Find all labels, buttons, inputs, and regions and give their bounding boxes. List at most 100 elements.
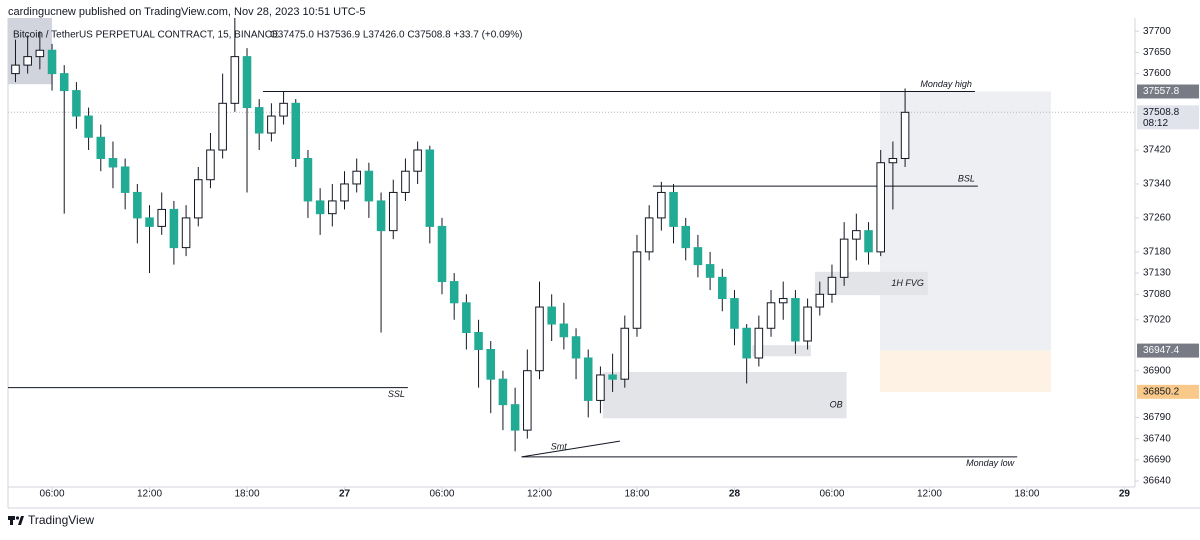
candle-body xyxy=(620,327,630,380)
candle-body xyxy=(669,191,678,227)
candle-body xyxy=(718,276,727,300)
ohlc-legend: O37475.0 H37536.9 L37426.0 C37508.8 +33.… xyxy=(270,30,522,41)
zone xyxy=(879,350,1051,392)
level-label: SSL xyxy=(388,389,405,399)
y-tick-label: 37650 xyxy=(1143,47,1171,58)
candle-body xyxy=(291,102,301,159)
candle-body xyxy=(535,306,544,372)
candle-body xyxy=(84,115,93,138)
candle-body xyxy=(693,247,703,266)
price-label-bg xyxy=(1137,84,1199,99)
price-label-bg xyxy=(1137,384,1199,399)
price-label: 37508.8 xyxy=(1143,107,1180,118)
candle-body xyxy=(486,348,496,380)
price-label: 36850.2 xyxy=(1143,386,1180,397)
candle-body xyxy=(657,191,666,219)
x-tick-label: 27 xyxy=(339,489,351,500)
candle-body xyxy=(583,357,593,401)
candle-body xyxy=(254,107,264,134)
y-tick-label: 36690 xyxy=(1143,454,1171,465)
candle-body xyxy=(230,56,240,104)
candle-body xyxy=(705,264,715,278)
candle-body xyxy=(462,302,471,334)
candle-body xyxy=(791,298,800,342)
zone xyxy=(752,345,811,357)
zone xyxy=(602,371,847,419)
zone-label: 1H FVG xyxy=(891,278,924,288)
candle-body xyxy=(839,238,849,278)
candle-body xyxy=(474,332,483,350)
candle-body xyxy=(96,136,106,159)
trend-label: Smt xyxy=(551,441,568,451)
candle-body xyxy=(120,166,130,193)
candle-body xyxy=(815,293,825,308)
candle-body xyxy=(559,323,569,338)
countdown: 08:12 xyxy=(1143,118,1168,129)
candle-body xyxy=(413,149,422,172)
candle-body xyxy=(803,306,812,342)
candle-body xyxy=(206,149,215,181)
candle-body xyxy=(681,225,691,249)
candle-body xyxy=(133,191,142,219)
price-label-bg xyxy=(1137,343,1199,358)
candle-body xyxy=(523,370,532,431)
x-tick-label: 06:00 xyxy=(819,489,844,500)
y-tick-label: 36900 xyxy=(1143,365,1171,376)
candle-body xyxy=(864,230,873,253)
candle-body xyxy=(852,230,861,240)
tv-logo xyxy=(8,516,24,525)
candle-body xyxy=(730,298,739,329)
candle-body xyxy=(11,64,20,75)
candle-body xyxy=(376,200,386,232)
x-tick-label: 06:00 xyxy=(429,489,454,500)
candle-body xyxy=(437,225,447,283)
candle-body xyxy=(157,208,166,227)
y-tick-label: 37600 xyxy=(1143,68,1171,79)
chart-title: Bitcoin / TetherUS PERPETUAL CONTRACT, 1… xyxy=(13,30,279,41)
footer-brand: TradingView xyxy=(28,513,94,527)
candle-body xyxy=(364,170,374,202)
candle-body xyxy=(888,157,898,164)
candle-body xyxy=(596,374,605,401)
x-tick-label: 29 xyxy=(1119,489,1131,500)
candle-body xyxy=(72,90,81,117)
candle-body xyxy=(547,306,556,325)
candle-body xyxy=(59,73,69,92)
x-tick-label: 12:00 xyxy=(527,489,552,500)
level-label: Monday low xyxy=(966,458,1015,468)
level-label: Monday high xyxy=(920,79,972,89)
candle-body xyxy=(571,336,581,359)
candle-body xyxy=(742,327,751,359)
price-label-bg xyxy=(1137,105,1199,130)
candle-body xyxy=(388,191,398,232)
price-label: 37557.8 xyxy=(1143,86,1180,97)
candle-body xyxy=(108,157,118,168)
candle-body xyxy=(510,404,520,431)
price-label: 36947.4 xyxy=(1143,345,1180,356)
x-tick-label: 12:00 xyxy=(137,489,162,500)
candle-body xyxy=(328,200,337,215)
x-tick-label: 18:00 xyxy=(624,489,649,500)
candle-body xyxy=(181,217,191,249)
candle-body xyxy=(754,327,764,359)
candle-body xyxy=(193,179,203,219)
candle-body xyxy=(498,378,508,406)
y-tick-label: 37700 xyxy=(1143,26,1171,37)
x-tick-label: 28 xyxy=(729,489,741,500)
x-tick-label: 18:00 xyxy=(1014,489,1039,500)
candle-body xyxy=(315,200,325,215)
y-tick-label: 37080 xyxy=(1143,289,1171,300)
y-tick-label: 37420 xyxy=(1143,145,1171,156)
candle-body xyxy=(35,49,45,58)
candle-body xyxy=(47,49,57,75)
header: cardingucnew published on TradingView.co… xyxy=(8,6,366,18)
y-tick-label: 37130 xyxy=(1143,268,1171,279)
candle-body xyxy=(23,56,32,66)
y-tick-label: 36790 xyxy=(1143,412,1171,423)
candle-body xyxy=(267,115,276,134)
x-tick-label: 06:00 xyxy=(40,489,65,500)
candle-body xyxy=(608,374,617,380)
candle-body xyxy=(340,183,349,202)
trend-line xyxy=(521,440,620,458)
y-tick-label: 36740 xyxy=(1143,433,1171,444)
